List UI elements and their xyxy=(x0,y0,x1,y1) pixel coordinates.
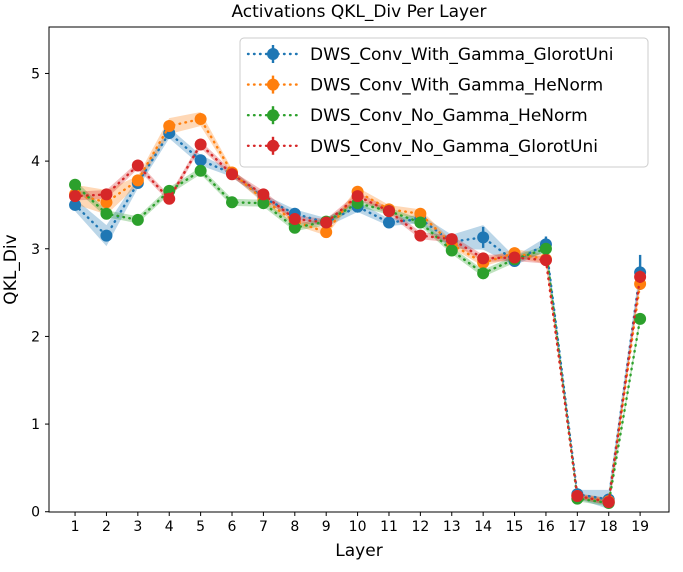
legend-marker-sample xyxy=(267,139,279,152)
legend-box xyxy=(239,37,649,168)
data-point-marker xyxy=(382,216,395,229)
data-point-marker xyxy=(414,207,427,220)
data-point-marker xyxy=(257,197,270,210)
data-point-marker xyxy=(634,270,647,283)
legend-marker-sample xyxy=(267,109,279,122)
data-point-marker xyxy=(194,164,207,177)
data-point-marker xyxy=(320,226,333,239)
data-point-marker xyxy=(477,231,490,244)
series-2 xyxy=(69,164,647,509)
data-point-marker xyxy=(100,188,113,201)
x-tick-label: 18 xyxy=(600,519,618,535)
data-point-marker xyxy=(414,229,427,242)
legend-label: DWS_Conv_No_Gamma_GlorotUni xyxy=(310,137,598,157)
data-point-marker xyxy=(163,120,176,133)
data-point-marker xyxy=(131,213,144,226)
series-1 xyxy=(69,113,647,508)
plot-border xyxy=(48,26,670,513)
data-point-marker xyxy=(194,113,207,126)
series-line-2 xyxy=(73,169,642,505)
x-axis-label: Layer xyxy=(335,541,382,561)
data-point-marker xyxy=(477,267,490,280)
data-point-marker xyxy=(288,212,301,225)
data-point-marker xyxy=(69,190,82,203)
legend-label: DWS_Conv_With_Gamma_HeNorm xyxy=(310,76,603,96)
y-tick-label: 0 xyxy=(31,505,40,521)
legend-item-2: DWS_Conv_No_Gamma_HeNorm xyxy=(246,106,588,126)
x-tick-label: 10 xyxy=(349,519,367,535)
x-tick-label: 11 xyxy=(380,519,398,535)
data-point-marker xyxy=(226,168,239,181)
data-point-marker xyxy=(100,207,113,220)
error-band-1 xyxy=(75,112,641,505)
data-point-marker xyxy=(539,242,552,255)
x-tick-label: 7 xyxy=(259,519,268,535)
legend-marker-sample xyxy=(267,48,279,60)
data-point-marker xyxy=(194,154,207,167)
data-point-marker xyxy=(634,312,647,325)
data-point-marker xyxy=(194,138,207,151)
legend-marker-sample xyxy=(267,78,279,91)
data-point-marker xyxy=(226,196,239,209)
data-point-marker xyxy=(69,178,82,191)
data-point-marker xyxy=(163,192,176,205)
data-point-marker xyxy=(508,251,521,264)
y-tick-label: 2 xyxy=(31,329,40,345)
x-tick-label: 16 xyxy=(537,519,555,535)
y-tick-label: 5 xyxy=(31,66,40,82)
data-point-marker xyxy=(320,216,333,229)
data-point-marker xyxy=(351,190,364,203)
data-point-marker xyxy=(602,496,615,509)
x-tick-label: 9 xyxy=(322,519,331,535)
data-point-marker xyxy=(100,229,113,242)
x-tick-label: 4 xyxy=(165,519,174,535)
data-point-marker xyxy=(382,205,395,218)
legend-item-0: DWS_Conv_With_Gamma_GlorotUni xyxy=(246,45,613,65)
x-tick-label: 13 xyxy=(443,519,461,535)
axes xyxy=(48,26,670,513)
data-point-marker xyxy=(288,221,301,234)
y-tick-label: 3 xyxy=(31,242,40,258)
chart-title: Activations QKL_Div Per Layer xyxy=(231,2,486,22)
x-tick-label: 6 xyxy=(228,519,237,535)
data-point-marker xyxy=(414,216,427,229)
x-tick-label: 2 xyxy=(102,519,111,535)
legend-label: DWS_Conv_With_Gamma_GlorotUni xyxy=(310,45,613,65)
x-tick-label: 17 xyxy=(568,519,586,535)
data-point-marker xyxy=(477,252,490,265)
error-band-2 xyxy=(75,167,641,507)
data-point-marker xyxy=(539,254,552,267)
x-tick-label: 1 xyxy=(71,519,80,535)
legend-label: DWS_Conv_No_Gamma_HeNorm xyxy=(310,106,588,126)
data-point-marker xyxy=(445,244,458,257)
legend-item-3: DWS_Conv_No_Gamma_GlorotUni xyxy=(246,136,598,157)
x-tick-label: 14 xyxy=(474,519,492,535)
legend-item-1: DWS_Conv_With_Gamma_HeNorm xyxy=(246,75,603,96)
data-point-marker xyxy=(445,233,458,246)
series-3 xyxy=(69,138,647,509)
y-tick-label: 1 xyxy=(31,417,40,433)
data-point-marker xyxy=(571,489,584,502)
y-tick-label: 4 xyxy=(31,154,40,170)
x-tick-label: 3 xyxy=(133,519,142,535)
x-tick-label: 19 xyxy=(631,519,649,535)
data-point-marker xyxy=(69,198,82,211)
data-point-marker xyxy=(131,159,144,172)
x-tick-label: 8 xyxy=(290,519,299,535)
x-tick-label: 12 xyxy=(411,519,429,535)
data-point-marker xyxy=(131,174,144,187)
legend: DWS_Conv_With_Gamma_GlorotUni DWS_Conv_Wi… xyxy=(239,37,649,168)
x-tick-label: 15 xyxy=(506,519,524,535)
y-axis-label: QKL_Div xyxy=(1,234,21,304)
data-point-marker xyxy=(257,188,270,201)
x-tick-label: 5 xyxy=(196,519,205,535)
